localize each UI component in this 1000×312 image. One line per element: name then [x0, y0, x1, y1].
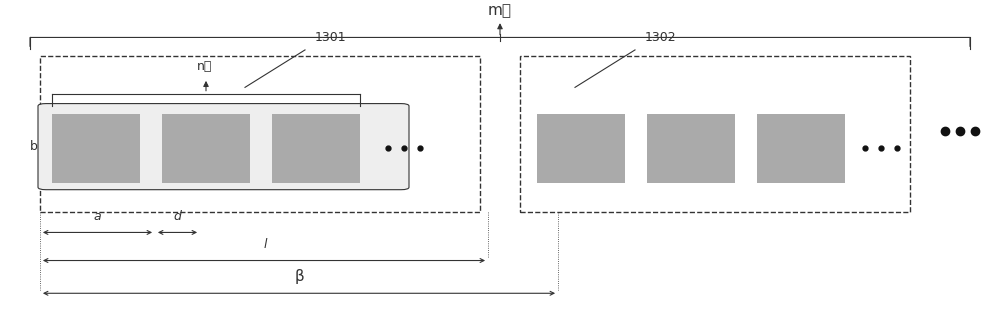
- Bar: [520, 56, 910, 212]
- Text: b: b: [30, 140, 38, 153]
- Text: 1302: 1302: [645, 31, 677, 44]
- Bar: [757, 114, 845, 183]
- Bar: [272, 114, 360, 183]
- Text: d: d: [173, 210, 181, 223]
- Text: l: l: [263, 238, 267, 251]
- Bar: [537, 114, 625, 183]
- Bar: [647, 114, 735, 183]
- FancyBboxPatch shape: [38, 104, 409, 190]
- Text: β: β: [295, 269, 305, 284]
- Text: a: a: [93, 210, 101, 223]
- Text: m个: m个: [488, 3, 512, 18]
- Bar: [40, 56, 480, 212]
- Text: n匝: n匝: [197, 60, 213, 73]
- Bar: [162, 114, 250, 183]
- Text: 1301: 1301: [315, 31, 347, 44]
- Bar: [52, 114, 140, 183]
